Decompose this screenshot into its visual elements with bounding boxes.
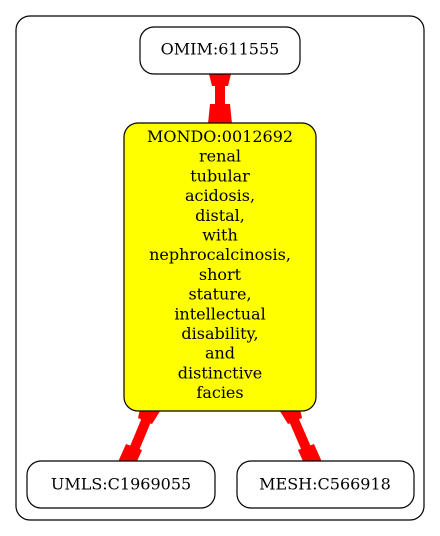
node-mondo-name-line: with — [202, 226, 238, 245]
node-umls[interactable]: UMLS:C1969055 — [26, 460, 216, 509]
node-mondo-name-line: distal, — [195, 206, 245, 225]
node-umls-label: UMLS:C1969055 — [51, 475, 191, 494]
node-mondo-name-line: intellectual — [174, 304, 265, 323]
node-mondo[interactable]: MONDO:0012692 renal tubular acidosis, distal… — [123, 122, 317, 412]
node-mondo-label: MONDO:0012692 renal tubular acidosis, distal… — [147, 127, 293, 402]
node-mondo-name-line: renal — [199, 147, 241, 166]
node-mondo-id: MONDO:0012692 — [147, 127, 293, 146]
node-mondo-name-line: facies — [196, 383, 243, 402]
node-omim[interactable]: OMIM:611555 — [139, 26, 301, 75]
node-mondo-name-line: short — [199, 265, 242, 284]
node-mondo-name-line: tubular — [190, 166, 250, 185]
node-omim-label: OMIM:611555 — [161, 40, 280, 59]
node-mesh-label: MESH:C566918 — [259, 475, 391, 494]
node-mondo-name-line: disability, — [181, 324, 258, 343]
node-mondo-name-line: stature, — [188, 285, 251, 304]
node-mondo-name-line: nephrocalcinosis, — [149, 245, 291, 264]
node-mesh[interactable]: MESH:C566918 — [236, 460, 415, 509]
node-mondo-name-line: and — [205, 344, 235, 363]
node-mondo-name-line: distinctive — [178, 363, 262, 382]
node-mondo-name-line: acidosis, — [185, 186, 255, 205]
